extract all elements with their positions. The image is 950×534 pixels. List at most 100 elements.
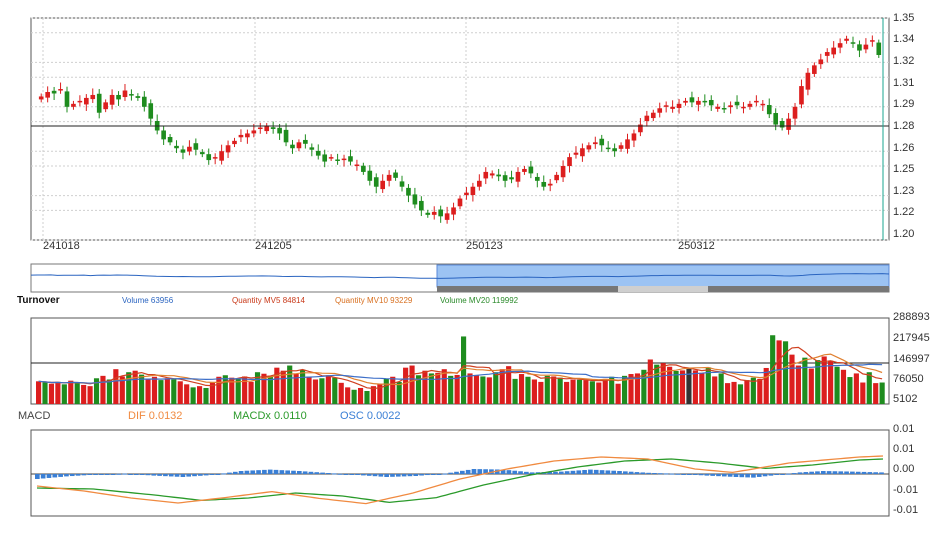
osc-bar — [180, 474, 186, 477]
candle-down — [367, 170, 373, 181]
osc-bar — [221, 473, 226, 475]
candle-up — [870, 40, 875, 42]
volume-bar — [55, 381, 61, 404]
candle-up — [212, 157, 218, 159]
volume-bar — [686, 368, 692, 404]
osc-bar — [331, 473, 337, 475]
candle-up — [567, 157, 572, 166]
osc-bar — [326, 473, 331, 474]
volume-bar — [428, 373, 434, 404]
candle-down — [309, 147, 315, 150]
candle-up — [760, 103, 766, 106]
candle-down — [399, 181, 405, 187]
candle-down — [612, 148, 617, 152]
price-tick: 1.34 — [893, 33, 915, 45]
volume-bar — [87, 386, 93, 404]
volume-bar — [725, 383, 731, 404]
candle-down — [502, 175, 508, 181]
osc-bar — [384, 474, 389, 477]
osc-bar — [791, 473, 797, 475]
candle-down — [412, 194, 418, 205]
navigator-selected-range[interactable] — [436, 264, 890, 288]
osc-bar — [157, 474, 162, 476]
osc-bar — [803, 472, 809, 474]
volume-bar — [242, 376, 248, 404]
osc-bar — [506, 470, 512, 474]
osc-bar — [867, 472, 873, 474]
candle-up — [844, 38, 849, 41]
candle-down — [96, 93, 102, 113]
osc-bar — [448, 472, 454, 474]
volume-bar — [847, 377, 853, 404]
volume-bar — [467, 373, 473, 404]
candle-up — [547, 183, 553, 186]
volume-bar — [731, 381, 737, 404]
navigator-scrollbar-thumb[interactable] — [618, 286, 708, 292]
osc-bar — [826, 471, 832, 474]
osc-bar — [413, 474, 419, 476]
osc-bar — [75, 474, 81, 476]
price-tick: 1.25 — [893, 163, 915, 175]
candle-up — [251, 130, 257, 134]
candle-down — [496, 174, 501, 177]
candle-down — [857, 44, 862, 51]
volume-bar — [280, 370, 286, 404]
osc-bar — [524, 471, 529, 474]
osc-bar — [395, 474, 401, 477]
candle-up — [638, 124, 643, 133]
candle-up — [805, 72, 811, 90]
osc-bar — [774, 474, 780, 475]
volume-bar — [641, 369, 647, 404]
volume-bar — [177, 381, 183, 404]
osc-bar — [815, 471, 820, 474]
candle-up — [219, 151, 224, 161]
osc-bar — [879, 472, 884, 474]
turnover-mv20-label: Volume MV20 119992 — [440, 296, 519, 305]
volume-bar — [68, 380, 74, 404]
volume-bar — [692, 370, 698, 404]
volume-bar — [254, 372, 261, 404]
candle-down — [64, 91, 70, 107]
candle-up — [58, 89, 63, 91]
osc-bar — [116, 473, 122, 475]
osc-bar — [599, 470, 605, 474]
volume-bar — [699, 372, 705, 404]
candle-down — [438, 209, 443, 217]
candle-down — [315, 150, 321, 156]
osc-bar — [675, 473, 681, 475]
candle-up — [296, 142, 302, 149]
volume-bar — [570, 379, 576, 404]
volume-bar — [119, 376, 125, 404]
candle-down — [148, 103, 154, 119]
volume-tick: 146997 — [893, 353, 930, 365]
volume-bar — [621, 375, 628, 404]
osc-bar — [494, 469, 500, 474]
candle-up — [792, 106, 798, 119]
volume-bar — [293, 374, 299, 404]
candle-down — [174, 145, 179, 149]
osc-bar — [564, 471, 570, 474]
candle-up — [354, 164, 360, 167]
volume-bar — [770, 335, 776, 404]
osc-bar — [570, 470, 576, 474]
candle-up — [644, 115, 650, 122]
candle-up — [238, 134, 244, 138]
candle-down — [141, 96, 147, 107]
volume-bar — [486, 377, 492, 404]
osc-bar — [81, 474, 87, 476]
osc-bar — [227, 472, 232, 474]
candle-up — [670, 106, 675, 109]
volume-bar — [396, 381, 402, 404]
volume-bar — [512, 378, 518, 404]
osc-bar — [483, 469, 488, 474]
osc-bar — [617, 471, 622, 474]
turnover-mv5-label: Quantity MV5 84814 — [232, 296, 305, 305]
osc-bar — [850, 471, 855, 474]
osc-bar — [133, 474, 139, 475]
volume-bar — [583, 380, 589, 404]
candle-up — [71, 103, 76, 107]
candle-down — [361, 165, 366, 172]
candle-up — [824, 52, 830, 56]
candle-down — [528, 166, 534, 174]
candle-up — [683, 100, 688, 103]
